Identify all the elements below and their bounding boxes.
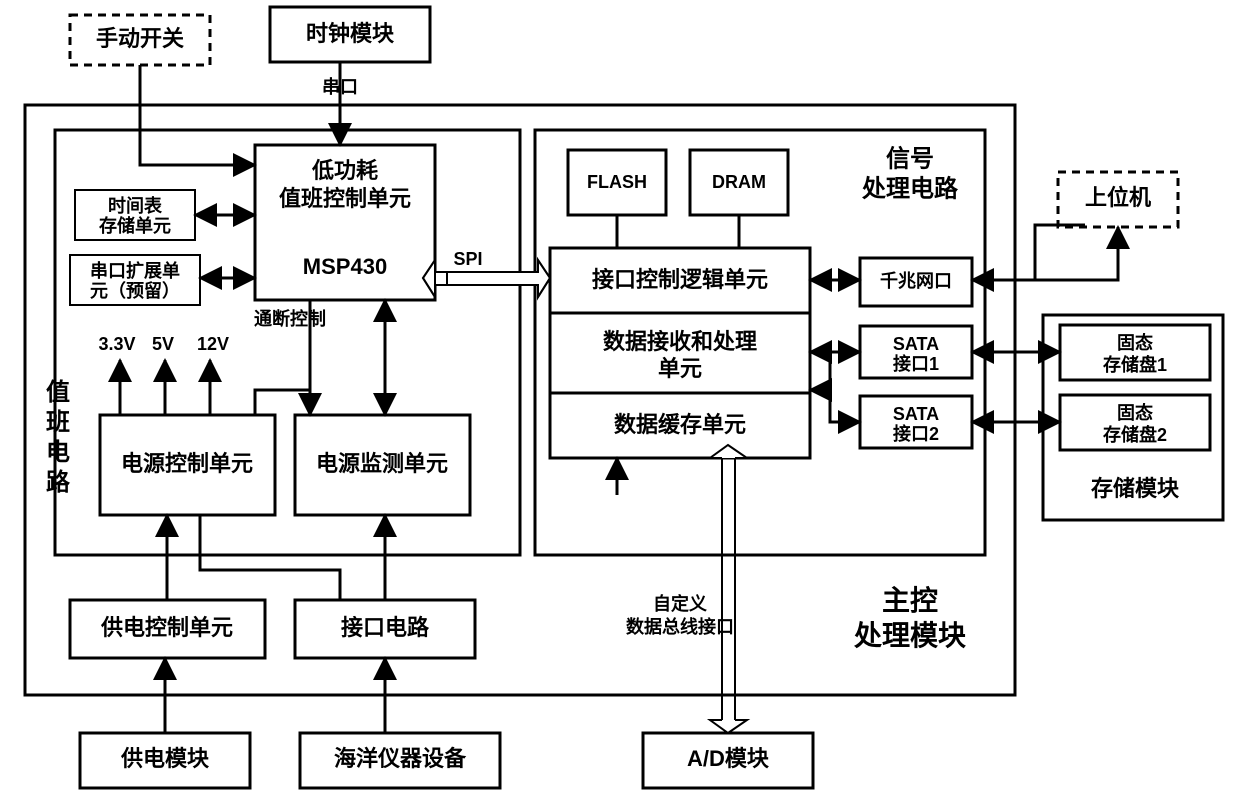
ann-onoff: 通断控制	[254, 308, 326, 329]
svg-text:A/D模块: A/D模块	[687, 746, 770, 771]
dram: DRAM	[690, 150, 788, 215]
svg-text:手动开关: 手动开关	[96, 26, 184, 51]
flash: FLASH	[568, 150, 666, 215]
svg-text:数据缓存单元: 数据缓存单元	[614, 412, 746, 437]
sata1: SATA 接口1	[860, 326, 972, 378]
svg-text:供电模块: 供电模块	[120, 746, 210, 771]
svg-text:接口1: 接口1	[893, 353, 939, 374]
svg-text:海洋仪器设备: 海洋仪器设备	[334, 746, 467, 771]
ann-uart: 串口	[322, 77, 358, 97]
svg-text:MSP430: MSP430	[303, 254, 387, 279]
ann-spi: SPI	[453, 249, 482, 269]
ann-v12: 12V	[197, 334, 229, 354]
svg-text:存储盘1: 存储盘1	[1103, 354, 1167, 375]
svg-text:固态: 固态	[1117, 332, 1153, 353]
ann-bus1: 自定义	[653, 593, 707, 614]
ann-v33: 3.3V	[98, 334, 135, 354]
data-rx: 数据接收和处理 单元	[550, 313, 810, 393]
ocean: 海洋仪器设备	[300, 733, 500, 788]
svg-text:DRAM: DRAM	[712, 172, 766, 192]
svg-text:时间表: 时间表	[108, 195, 163, 216]
svg-text:上位机: 上位机	[1085, 185, 1151, 210]
host-pc: 上位机	[1058, 172, 1178, 227]
pwr-ctrl: 电源控制单元	[100, 415, 275, 515]
svg-text:电源控制单元: 电源控制单元	[121, 451, 253, 476]
duty-label-2: 班	[46, 409, 70, 436]
svg-text:电源监测单元: 电源监测单元	[316, 451, 448, 476]
pwr-mon: 电源监测单元	[295, 415, 470, 515]
time-table: 时间表 存储单元	[75, 190, 195, 240]
pwr-supply-ctrl: 供电控制单元	[70, 600, 265, 658]
svg-text:供电控制单元: 供电控制单元	[100, 615, 233, 640]
svg-text:存储盘2: 存储盘2	[1103, 424, 1167, 445]
svg-text:单元: 单元	[658, 356, 702, 381]
manual-switch: 手动开关	[70, 15, 210, 65]
svg-text:接口电路: 接口电路	[341, 615, 430, 640]
svg-text:千兆网口: 千兆网口	[880, 271, 952, 291]
psu: 供电模块	[80, 733, 250, 788]
svg-text:接口2: 接口2	[893, 423, 939, 444]
uart-ext: 串口扩展单 元（预留）	[70, 255, 200, 305]
sata2: SATA 接口2	[860, 396, 972, 448]
duty-label-1: 值	[46, 378, 70, 406]
svg-text:FLASH: FLASH	[587, 172, 647, 192]
msp430: 低功耗 值班控制单元 MSP430	[255, 145, 435, 300]
if-logic: 接口控制逻辑单元	[550, 248, 810, 313]
svg-text:接口控制逻辑单元: 接口控制逻辑单元	[592, 267, 768, 292]
ssd2: 固态 存储盘2	[1060, 395, 1210, 450]
svg-text:数据接收和处理: 数据接收和处理	[603, 329, 757, 354]
duty-label-3: 电	[46, 439, 70, 466]
storage-label: 存储模块	[1091, 476, 1180, 501]
ssd1: 固态 存储盘1	[1060, 325, 1210, 380]
svg-text:SATA: SATA	[893, 334, 939, 354]
svg-text:元（预留）: 元（预留）	[90, 280, 180, 301]
svg-text:值班控制单元: 值班控制单元	[279, 186, 411, 211]
svg-text:SATA: SATA	[893, 404, 939, 424]
sig-label-2: 处理电路	[861, 174, 959, 202]
ann-bus2: 数据总线接口	[626, 616, 734, 637]
svg-text:固态: 固态	[1117, 402, 1153, 423]
data-buf: 数据缓存单元	[550, 393, 810, 458]
main-label-2: 处理模块	[853, 620, 966, 651]
sig-label-1: 信号	[886, 144, 934, 172]
clock-module: 时钟模块	[270, 7, 430, 62]
svg-text:时钟模块: 时钟模块	[306, 21, 395, 46]
svg-text:低功耗: 低功耗	[311, 158, 378, 183]
svg-text:存储单元: 存储单元	[99, 215, 171, 236]
ad-module: A/D模块	[643, 733, 813, 788]
duty-label-4: 路	[46, 468, 71, 496]
main-label-1: 主控	[882, 585, 938, 616]
if-circuit: 接口电路	[295, 600, 475, 658]
gbe: 千兆网口	[860, 258, 972, 306]
ann-v5: 5V	[152, 334, 174, 354]
svg-text:串口扩展单: 串口扩展单	[90, 260, 180, 281]
